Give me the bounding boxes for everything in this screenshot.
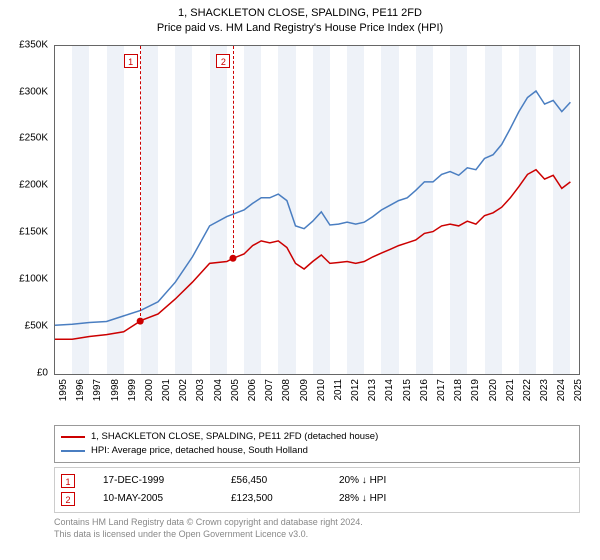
x-tick-label: 1995 [58,379,69,401]
marker-num-icon: 2 [61,492,75,506]
marker-delta: 28% ↓ HPI [339,490,386,508]
x-tick-label: 2022 [522,379,533,401]
x-tick-label: 1998 [110,379,121,401]
x-tick-label: 2009 [299,379,310,401]
x-tick-label: 2012 [350,379,361,401]
chart-area: 12 £0£50K£100K£150K£200K£250K£300K£350K1… [12,41,588,421]
chart-subtitle: Price paid vs. HM Land Registry's House … [12,21,588,36]
footer-line: Contains HM Land Registry data © Crown c… [54,517,588,529]
marker-date: 10-MAY-2005 [103,490,203,508]
x-tick-label: 1999 [127,379,138,401]
marker-num-icon: 1 [61,474,75,488]
x-tick-label: 2017 [436,379,447,401]
x-tick-label: 2000 [144,379,155,401]
legend: 1, SHACKLETON CLOSE, SPALDING, PE11 2FD … [54,425,580,464]
chart-title: 1, SHACKLETON CLOSE, SPALDING, PE11 2FD [12,6,588,21]
x-tick-label: 2005 [230,379,241,401]
x-tick-label: 2013 [367,379,378,401]
y-tick-label: £300K [8,86,48,97]
marker-dashed-line [140,46,141,321]
marker-delta: 20% ↓ HPI [339,472,386,490]
y-tick-label: £150K [8,227,48,238]
x-tick-label: 2004 [213,379,224,401]
x-tick-label: 2025 [573,379,584,401]
x-tick-label: 2020 [488,379,499,401]
y-tick-label: £250K [8,133,48,144]
legend-swatch [61,450,85,452]
x-tick-label: 1996 [75,379,86,401]
y-tick-label: £0 [8,367,48,378]
legend-label: HPI: Average price, detached house, Sout… [91,444,308,458]
marker-price: £56,450 [231,472,311,490]
legend-label: 1, SHACKLETON CLOSE, SPALDING, PE11 2FD … [91,430,378,444]
x-tick-label: 1997 [92,379,103,401]
footer-line: This data is licensed under the Open Gov… [54,529,588,541]
x-tick-label: 2007 [264,379,275,401]
y-tick-label: £50K [8,320,48,331]
x-tick-label: 2008 [281,379,292,401]
x-tick-label: 2023 [539,379,550,401]
y-tick-label: £100K [8,274,48,285]
x-tick-label: 2014 [384,379,395,401]
legend-row: 1, SHACKLETON CLOSE, SPALDING, PE11 2FD … [61,430,573,444]
marker-date: 17-DEC-1999 [103,472,203,490]
y-tick-label: £200K [8,180,48,191]
x-tick-label: 2019 [470,379,481,401]
marker-badge: 2 [216,54,230,68]
y-tick-label: £350K [8,39,48,50]
x-tick-label: 2002 [178,379,189,401]
x-tick-label: 2016 [419,379,430,401]
x-tick-label: 2024 [556,379,567,401]
x-tick-label: 2011 [333,379,344,401]
markers-table: 1 17-DEC-1999 £56,450 20% ↓ HPI 2 10-MAY… [54,467,580,513]
x-tick-label: 2018 [453,379,464,401]
marker-dashed-line [233,46,234,258]
x-tick-label: 2015 [402,379,413,401]
x-tick-label: 2001 [161,379,172,401]
marker-row: 1 17-DEC-1999 £56,450 20% ↓ HPI [61,472,573,490]
footer: Contains HM Land Registry data © Crown c… [54,517,588,540]
marker-price: £123,500 [231,490,311,508]
marker-badge: 1 [124,54,138,68]
series-line [55,91,570,325]
marker-row: 2 10-MAY-2005 £123,500 28% ↓ HPI [61,490,573,508]
legend-row: HPI: Average price, detached house, Sout… [61,444,573,458]
x-tick-label: 2006 [247,379,258,401]
x-tick-label: 2003 [195,379,206,401]
x-tick-label: 2021 [505,379,516,401]
x-tick-label: 2010 [316,379,327,401]
plot-region: 12 [54,45,580,375]
legend-swatch [61,436,85,438]
